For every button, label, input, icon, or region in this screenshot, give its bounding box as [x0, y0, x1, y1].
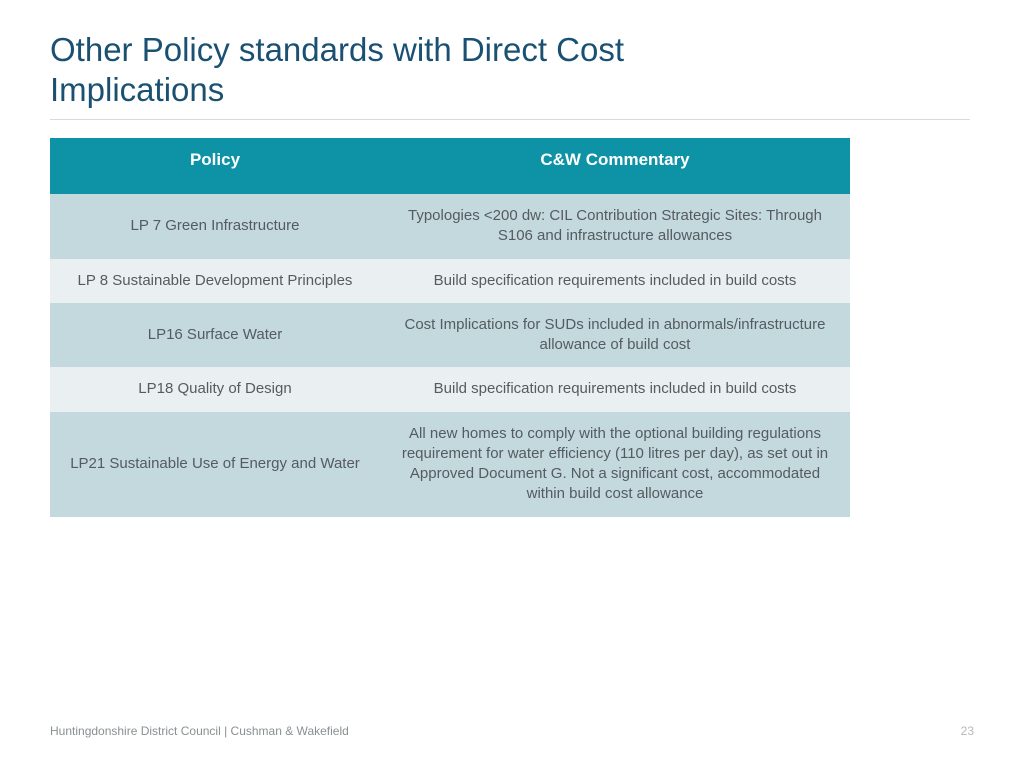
policy-table: Policy C&W Commentary LP 7 Green Infrast… — [50, 138, 850, 517]
cell-policy: LP16 Surface Water — [50, 303, 380, 368]
cell-commentary: Typologies <200 dw: CIL Contribution Str… — [380, 194, 850, 259]
page-number: 23 — [961, 724, 974, 738]
cell-policy: LP 7 Green Infrastructure — [50, 194, 380, 259]
cell-commentary: Cost Implications for SUDs included in a… — [380, 303, 850, 368]
footer-text: Huntingdonshire District Council | Cushm… — [50, 724, 349, 738]
table-header-row: Policy C&W Commentary — [50, 138, 850, 194]
cell-policy: LP21 Sustainable Use of Energy and Water — [50, 412, 380, 517]
table-row: LP 8 Sustainable Development Principles … — [50, 259, 850, 303]
table-row: LP18 Quality of Design Build specificati… — [50, 367, 850, 411]
slide: Other Policy standards with Direct Cost … — [0, 0, 1024, 768]
cell-policy: LP18 Quality of Design — [50, 367, 380, 411]
cell-policy: LP 8 Sustainable Development Principles — [50, 259, 380, 303]
table-row: LP16 Surface Water Cost Implications for… — [50, 303, 850, 368]
table-row: LP 7 Green Infrastructure Typologies <20… — [50, 194, 850, 259]
table-row: LP21 Sustainable Use of Energy and Water… — [50, 412, 850, 517]
cell-commentary: Build specification requirements include… — [380, 367, 850, 411]
col-header-policy: Policy — [50, 138, 380, 194]
col-header-commentary: C&W Commentary — [380, 138, 850, 194]
page-title: Other Policy standards with Direct Cost … — [50, 30, 800, 109]
title-rule — [50, 119, 970, 120]
cell-commentary: Build specification requirements include… — [380, 259, 850, 303]
cell-commentary: All new homes to comply with the optiona… — [380, 412, 850, 517]
